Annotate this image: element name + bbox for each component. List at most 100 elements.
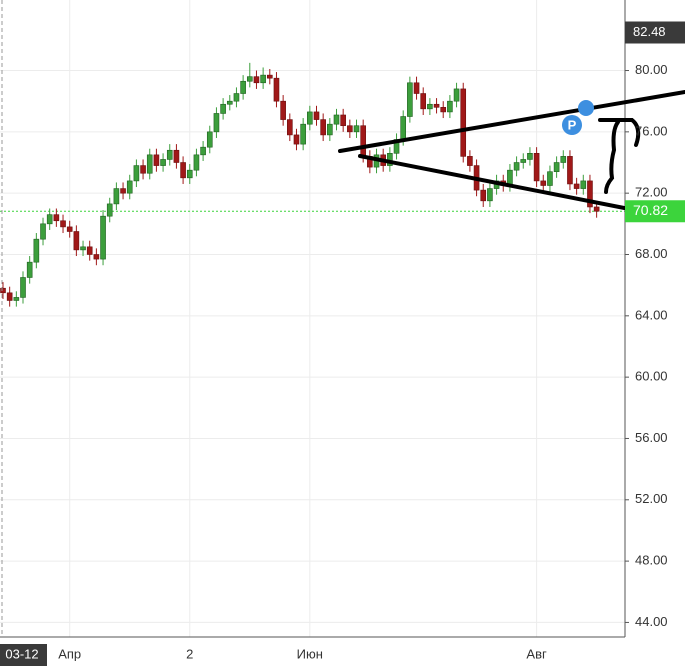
candle-body	[527, 153, 533, 160]
candle-body	[166, 149, 173, 160]
candle-body	[287, 119, 293, 136]
candle-body	[573, 183, 580, 189]
candle-body	[327, 123, 333, 136]
candle-body	[520, 159, 527, 163]
candle-body	[46, 214, 53, 225]
grid	[0, 0, 625, 637]
candle-body	[273, 77, 280, 102]
marker	[562, 115, 582, 135]
candle-body	[40, 223, 46, 240]
y-tick-label: 44.00	[635, 614, 668, 629]
candle-body	[420, 93, 427, 110]
markers: P	[562, 100, 594, 135]
candle-body	[100, 215, 106, 260]
axis: 44.00 48.00 52.00 56.00 60.00 64.00 68.00 72.00…	[0, 21, 685, 666]
candle-body	[433, 103, 440, 108]
candle-body	[160, 159, 166, 166]
candle-body	[120, 188, 126, 194]
candle-body	[213, 113, 220, 133]
candle-body	[93, 254, 100, 260]
candle-body	[333, 114, 340, 125]
candle-body	[113, 188, 120, 205]
candle-body	[86, 246, 93, 255]
candle-body	[567, 156, 573, 185]
candle-body	[353, 125, 360, 133]
candle-body	[186, 169, 193, 179]
marker-icon: P	[568, 117, 577, 132]
candle-body	[407, 82, 413, 117]
candle-body	[53, 214, 60, 222]
x-tick-label: 2	[186, 646, 193, 661]
candle-body	[440, 107, 447, 113]
candle-body	[453, 88, 460, 102]
y-tick-label: 56.00	[635, 430, 668, 445]
marker	[578, 100, 594, 116]
candle-body	[33, 238, 40, 263]
candle-body	[547, 171, 553, 186]
candle-body	[173, 149, 180, 163]
candle-body	[260, 74, 266, 84]
candle-body	[360, 125, 366, 157]
trend-line	[338, 90, 685, 153]
y-tick-label: 64.00	[635, 307, 668, 322]
candle-body	[146, 154, 153, 174]
candle-body	[226, 100, 233, 105]
candle-body	[140, 165, 146, 174]
candle-body	[233, 93, 240, 102]
candle-body	[193, 154, 200, 171]
candle-body	[580, 180, 587, 189]
candle-body	[126, 180, 133, 194]
candle-body	[60, 220, 66, 228]
candle-body	[106, 203, 113, 217]
candle-body	[293, 134, 300, 145]
candle-body	[400, 116, 407, 140]
last-price-box	[625, 200, 685, 223]
last-price-label: 70.82	[633, 202, 668, 218]
candle-body	[73, 231, 80, 251]
x-tick-label: 03-12	[5, 646, 38, 661]
candle-body	[480, 189, 487, 202]
x-tick-label: Апр	[58, 646, 81, 661]
candle-body	[300, 123, 306, 145]
candle-body	[220, 103, 226, 114]
candle-body	[0, 287, 6, 294]
candle-body	[13, 297, 20, 301]
y-tick-label: 76.00	[635, 123, 668, 138]
candle-body	[320, 119, 326, 136]
candle-body	[347, 125, 353, 133]
crosshair-price-box	[625, 21, 685, 44]
candle-body	[447, 100, 453, 113]
y-tick-label: 60.00	[635, 369, 668, 384]
candle-body	[340, 114, 346, 127]
candle-body	[587, 180, 593, 208]
candle-body	[206, 131, 213, 148]
candle-body	[513, 162, 520, 171]
candle-body	[413, 82, 420, 94]
candle-body	[200, 146, 206, 156]
candle-body	[20, 277, 26, 298]
candle-body	[313, 111, 320, 120]
x-tick-label: Июн	[297, 646, 323, 661]
candle-body	[133, 165, 140, 182]
y-tick-label: 48.00	[635, 553, 668, 568]
candle-body	[266, 74, 273, 79]
candle-body	[240, 80, 246, 94]
candle-body	[553, 162, 560, 173]
x-label-box	[0, 644, 47, 666]
y-tick-label: 68.00	[635, 246, 668, 261]
candle-body	[427, 103, 433, 110]
candle-body	[533, 153, 540, 182]
candle-body	[560, 156, 567, 163]
candle-body	[66, 226, 73, 232]
candle-body	[80, 246, 86, 251]
candle-body	[180, 162, 186, 179]
candle-body	[307, 111, 313, 125]
candle-body	[26, 261, 33, 278]
freehand-drawing	[598, 118, 641, 194]
candle-body	[467, 156, 473, 166]
crosshair-price-label: 82.48	[633, 24, 666, 39]
candle-body	[540, 180, 547, 186]
candle-body	[487, 188, 493, 202]
x-tick-label: Авг	[526, 646, 547, 661]
